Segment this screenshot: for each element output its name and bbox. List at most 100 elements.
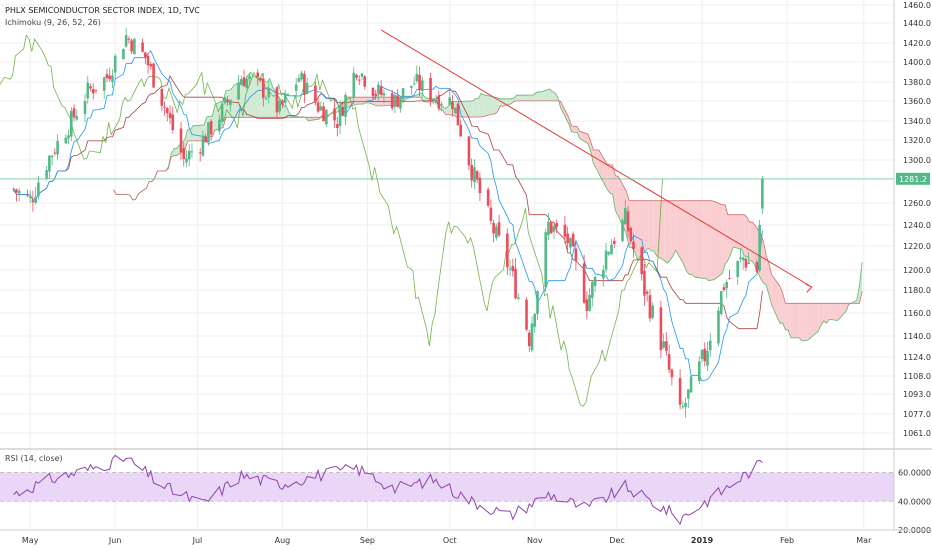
candle-body[interactable] <box>549 221 553 234</box>
candle-body[interactable] <box>401 88 405 100</box>
candle-body[interactable] <box>28 196 32 198</box>
candle-body[interactable] <box>242 77 246 87</box>
candle-body[interactable] <box>719 291 723 314</box>
candle-body[interactable] <box>259 77 262 81</box>
candle-body[interactable] <box>604 250 608 270</box>
candle-body[interactable] <box>237 82 240 100</box>
candle-body[interactable] <box>544 232 548 288</box>
candle-body[interactable] <box>31 200 35 203</box>
candle-body[interactable] <box>113 55 117 73</box>
candle-body[interactable] <box>37 182 40 197</box>
candle-body[interactable] <box>418 74 421 91</box>
candle-body[interactable] <box>744 258 748 268</box>
candle-body[interactable] <box>399 97 402 109</box>
candle-body[interactable] <box>168 113 172 119</box>
candle-body[interactable] <box>706 350 709 366</box>
candle-body[interactable] <box>333 108 336 121</box>
candle-body[interactable] <box>314 85 317 103</box>
candle-body[interactable] <box>341 107 345 116</box>
candle-body[interactable] <box>697 361 701 381</box>
candle-body[interactable] <box>17 190 21 194</box>
candle-body[interactable] <box>495 226 498 238</box>
candle-body[interactable] <box>264 98 268 100</box>
candle-body[interactable] <box>133 39 136 55</box>
candle-body[interactable] <box>149 64 153 67</box>
candle-body[interactable] <box>755 262 759 272</box>
candle-body[interactable] <box>437 95 441 109</box>
candle-body[interactable] <box>703 348 707 362</box>
candlesticks[interactable] <box>12 27 764 418</box>
candle-body[interactable] <box>555 223 558 227</box>
candle-body[interactable] <box>357 79 361 81</box>
candle-body[interactable] <box>179 128 183 153</box>
candle-body[interactable] <box>300 72 303 80</box>
candle-body[interactable] <box>429 77 432 102</box>
candle-body[interactable] <box>163 106 166 108</box>
candle-body[interactable] <box>626 211 630 232</box>
candle-body[interactable] <box>396 95 399 107</box>
candle-body[interactable] <box>209 121 213 135</box>
candle-body[interactable] <box>725 281 729 289</box>
candle-body[interactable] <box>525 299 528 330</box>
candle-body[interactable] <box>275 87 279 113</box>
candle-body[interactable] <box>297 78 301 82</box>
candle-body[interactable] <box>67 135 70 139</box>
candle-body[interactable] <box>582 263 586 303</box>
candle-body[interactable] <box>659 307 663 351</box>
candle-body[interactable] <box>593 276 597 286</box>
candle-body[interactable] <box>684 402 687 408</box>
candle-body[interactable] <box>610 244 613 255</box>
candle-body[interactable] <box>201 136 205 156</box>
candle-body[interactable] <box>245 79 249 89</box>
candle-body[interactable] <box>45 170 48 179</box>
candle-body[interactable] <box>146 55 150 66</box>
candle-body[interactable] <box>379 86 383 95</box>
candle-body[interactable] <box>508 268 512 270</box>
candle-body[interactable] <box>141 42 144 52</box>
candle-body[interactable] <box>533 314 537 327</box>
candle-body[interactable] <box>294 84 298 91</box>
candle-body[interactable] <box>336 124 339 128</box>
candle-body[interactable] <box>26 194 29 196</box>
candle-body[interactable] <box>89 86 92 89</box>
candle-body[interactable] <box>475 171 479 180</box>
candle-body[interactable] <box>360 73 364 77</box>
candle-body[interactable] <box>410 85 413 88</box>
candle-body[interactable] <box>591 282 594 298</box>
candle-body[interactable] <box>678 378 682 405</box>
candle-body[interactable] <box>547 221 550 236</box>
candle-body[interactable] <box>492 222 495 234</box>
candle-body[interactable] <box>102 77 106 91</box>
candle-body[interactable] <box>207 122 210 143</box>
candle-body[interactable] <box>390 93 394 109</box>
candle-body[interactable] <box>105 74 109 78</box>
candle-body[interactable] <box>571 233 575 247</box>
candle-body[interactable] <box>453 107 457 113</box>
candle-body[interactable] <box>322 106 325 122</box>
candle-body[interactable] <box>278 100 282 112</box>
candle-body[interactable] <box>352 72 356 98</box>
candle-body[interactable] <box>108 75 111 80</box>
candle-body[interactable] <box>48 155 51 172</box>
candle-body[interactable] <box>267 88 271 98</box>
candle-body[interactable] <box>689 376 693 393</box>
candle-body[interactable] <box>612 240 616 245</box>
candle-body[interactable] <box>248 76 251 80</box>
candle-body[interactable] <box>91 89 95 94</box>
candle-body[interactable] <box>552 226 556 232</box>
candle-body[interactable] <box>440 103 443 105</box>
candle-body[interactable] <box>56 141 59 155</box>
candle-body[interactable] <box>185 158 188 163</box>
candle-body[interactable] <box>687 389 690 399</box>
candle-body[interactable] <box>486 189 490 206</box>
candle-body[interactable] <box>643 270 646 296</box>
candle-body[interactable] <box>640 247 644 275</box>
candle-body[interactable] <box>434 99 438 103</box>
candle-body[interactable] <box>122 48 125 60</box>
candle-body[interactable] <box>223 97 227 104</box>
candle-body[interactable] <box>648 295 652 319</box>
candle-body[interactable] <box>456 103 460 126</box>
candle-body[interactable] <box>261 78 265 98</box>
candle-body[interactable] <box>431 99 435 101</box>
